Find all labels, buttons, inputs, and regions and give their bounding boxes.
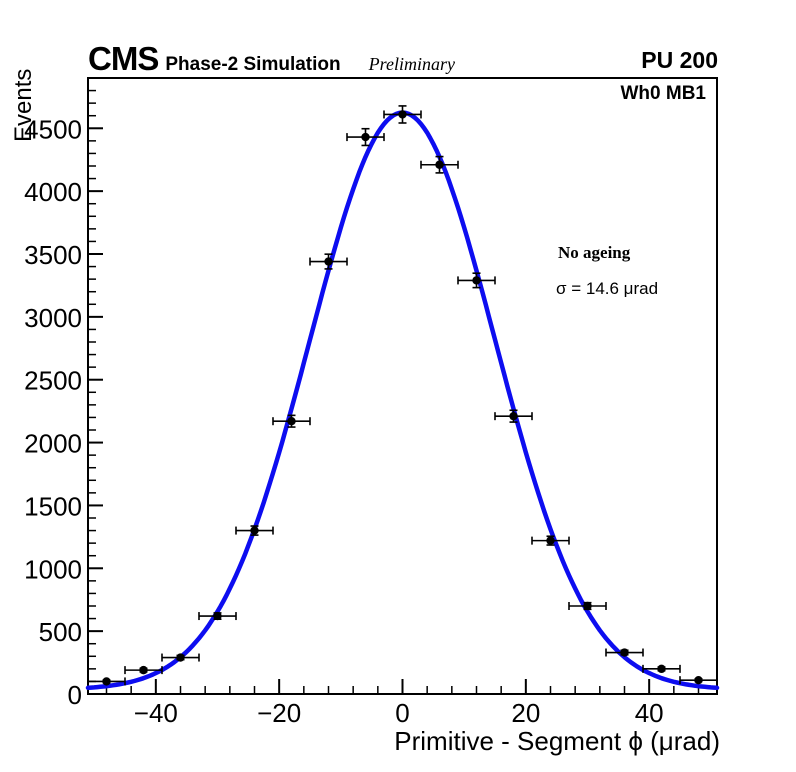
pileup-label: PU 200: [641, 47, 718, 73]
data-point: [383, 105, 422, 124]
data-points: [87, 105, 718, 686]
experiment-logo: CMS: [88, 40, 159, 77]
x-tick-label: 40: [635, 698, 664, 728]
y-tick-label: 3000: [24, 303, 82, 333]
data-point: [494, 409, 533, 423]
y-tick-label: 4000: [24, 177, 82, 207]
data-point: [346, 127, 385, 147]
data-point: [420, 155, 459, 174]
plot-frame: [87, 77, 718, 695]
data-marker: [509, 411, 518, 421]
y-axis: 0 500 1000 1500 2000 2500 3000 3500 4000 4500: [24, 89, 103, 710]
data-marker: [620, 648, 629, 657]
y-tick-label: 500: [39, 617, 82, 647]
data-marker: [102, 677, 111, 686]
header: CMS Phase-2 Simulation Preliminary: [88, 42, 718, 75]
data-point: [309, 253, 348, 270]
data-marker: [213, 611, 222, 621]
x-axis: −40 −20 0 20 40: [105, 679, 700, 728]
x-axis-title: Primitive - Segment ϕ (μrad): [394, 726, 720, 756]
data-marker: [657, 664, 666, 674]
y-tick-label: 2000: [24, 429, 82, 459]
data-point: [161, 653, 200, 662]
data-marker: [472, 276, 481, 285]
data-point: [124, 665, 163, 675]
data-point: [235, 525, 274, 536]
x-tick-label: 20: [511, 698, 540, 728]
data-marker: [583, 601, 592, 611]
y-tick-label: 3500: [24, 240, 82, 270]
data-marker: [435, 160, 444, 169]
data-point: [568, 601, 607, 611]
header-label: Phase-2 Simulation: [165, 54, 341, 75]
data-marker: [176, 653, 185, 662]
data-point: [272, 414, 311, 428]
data-marker: [139, 665, 148, 675]
sigma-annotation: σ = 14.6 μrad: [556, 279, 659, 298]
y-tick-label: 4500: [24, 114, 82, 144]
data-marker: [398, 110, 407, 119]
data-point: [605, 648, 644, 657]
data-marker: [694, 675, 703, 685]
data-point: [679, 675, 718, 685]
chamber-label: Wh0 MB1: [620, 83, 707, 104]
y-tick-label: 2500: [24, 366, 82, 396]
y-tick-label: 1500: [24, 491, 82, 521]
data-point: [531, 535, 570, 546]
data-marker: [287, 417, 296, 426]
data-marker: [361, 132, 370, 142]
data-point: [198, 611, 237, 621]
x-tick-label: 0: [395, 698, 409, 728]
fit-curve: [85, 110, 720, 691]
data-point: [87, 677, 126, 686]
data-marker: [324, 257, 333, 266]
data-marker: [546, 536, 555, 545]
data-marker: [250, 526, 259, 535]
x-tick-label: −40: [134, 698, 178, 728]
header-sublabel: Preliminary: [368, 54, 455, 74]
data-point: [457, 272, 496, 289]
y-tick-label: 0: [68, 680, 82, 710]
data-point: [642, 664, 681, 674]
ageing-annotation: No ageing: [558, 243, 631, 262]
x-tick-label: −20: [257, 698, 301, 728]
y-tick-label: 1000: [24, 554, 82, 584]
